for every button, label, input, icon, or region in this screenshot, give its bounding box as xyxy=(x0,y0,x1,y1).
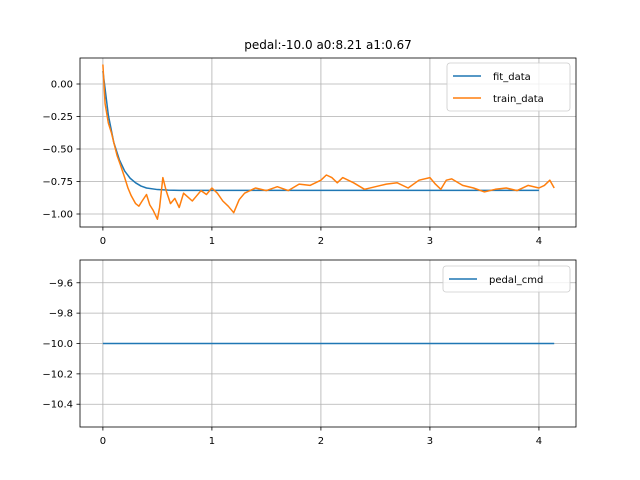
top-subplot: pedal:-10.0 a0:8.21 a1:0.67 0 1 2 3 4 0.00 −0.… xyxy=(42,38,577,248)
series-line-fit-data xyxy=(102,70,539,192)
top-legend-box xyxy=(446,62,571,112)
x-tick-label: 4 xyxy=(536,236,542,247)
top-chart-title: pedal:-10.0 a0:8.21 a1:0.67 xyxy=(244,38,412,52)
legend-label-pedal-cmd: pedal_cmd xyxy=(489,275,543,286)
x-tick-label: 0 xyxy=(100,236,106,247)
legend-label-fit-data: fit_data xyxy=(493,72,531,83)
bottom-legend-box xyxy=(442,265,571,293)
y-tick-label: −9.6 xyxy=(49,278,73,289)
x-tick-label: 4 xyxy=(536,436,542,447)
y-tick-label: 0.00 xyxy=(51,80,73,91)
y-tick-label: −0.75 xyxy=(42,177,73,188)
x-tick-label: 2 xyxy=(318,436,324,447)
top-series-layer xyxy=(102,64,555,220)
top-axes-frame xyxy=(79,57,577,228)
bottom-subplot: 0 1 2 3 4 −9.6 −9.8 −10.0 −10.2 −10.4 pedal_cmd xyxy=(42,259,577,447)
x-tick-label: 3 xyxy=(427,236,433,247)
bottom-legend: pedal_cmd xyxy=(442,265,571,293)
top-legend: fit_data train_data xyxy=(446,62,571,112)
y-tick-label: −0.50 xyxy=(42,145,73,156)
y-tick-label: −9.8 xyxy=(49,309,73,320)
y-tick-label: −10.4 xyxy=(42,400,73,411)
x-tick-label: 3 xyxy=(427,436,433,447)
y-tick-label: −10.0 xyxy=(42,339,73,350)
x-tick-label: 1 xyxy=(209,436,215,447)
bottom-ticks: 0 1 2 3 4 −9.6 −9.8 −10.0 −10.2 −10.4 xyxy=(42,278,542,447)
y-tick-label: −0.25 xyxy=(42,112,73,123)
x-tick-label: 2 xyxy=(318,236,324,247)
series-line-train-data xyxy=(102,64,555,220)
top-ticks: 0 1 2 3 4 0.00 −0.25 −0.50 −0.75 −1.00 xyxy=(42,80,542,248)
x-tick-label: 0 xyxy=(100,436,106,447)
x-tick-label: 1 xyxy=(209,236,215,247)
y-tick-label: −10.2 xyxy=(42,369,73,380)
y-tick-label: −1.00 xyxy=(42,210,73,221)
legend-label-train-data: train_data xyxy=(493,94,544,105)
